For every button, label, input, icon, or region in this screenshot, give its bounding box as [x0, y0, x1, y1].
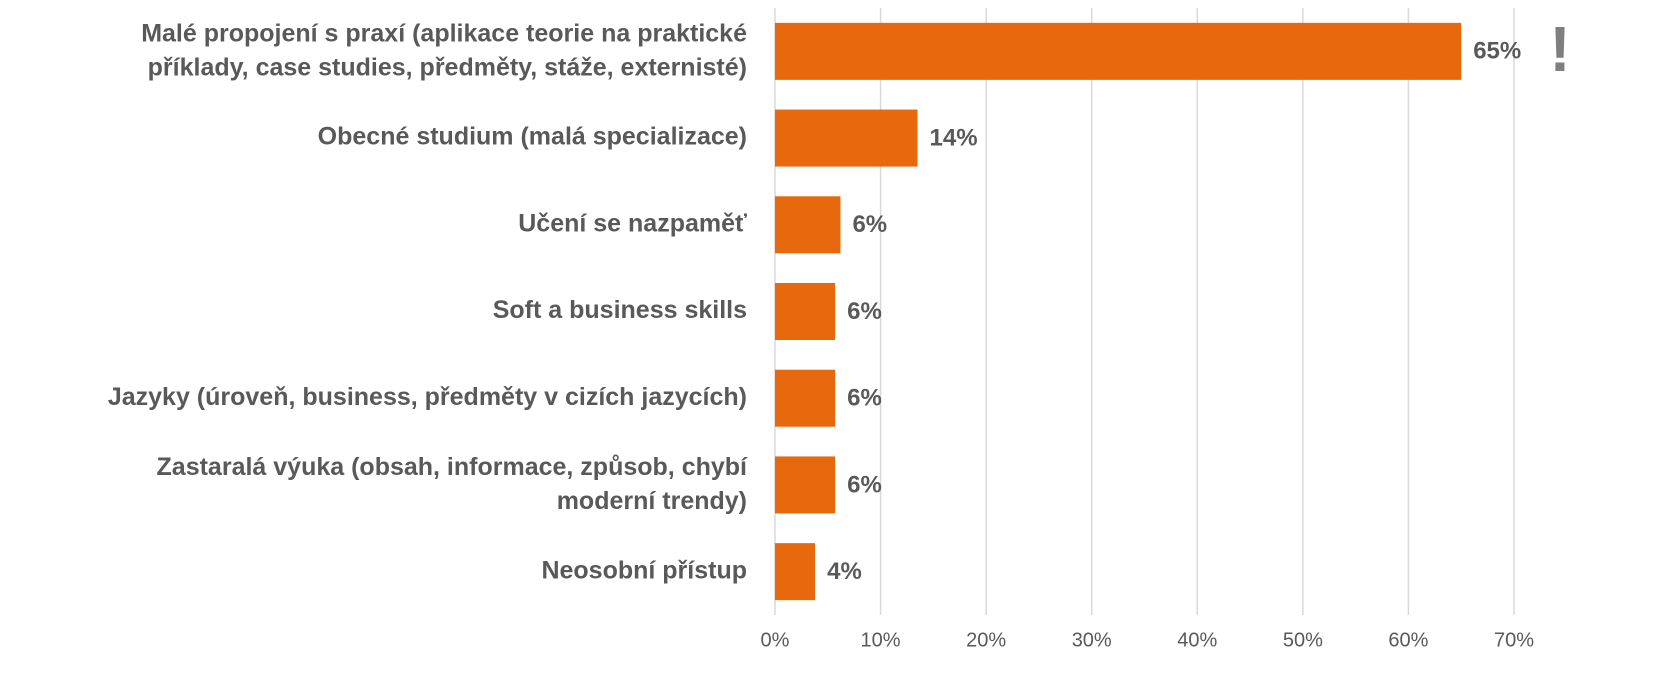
bar — [775, 543, 816, 601]
x-tick-label: 0% — [761, 629, 790, 651]
x-tick-label: 20% — [966, 629, 1006, 651]
bar — [775, 22, 1462, 80]
x-tick-label: 10% — [861, 629, 901, 651]
annotation: ! — [1549, 13, 1570, 85]
category-label: Jazyky (úroveň, business, předměty v ciz… — [108, 383, 747, 411]
value-label: 6% — [847, 471, 882, 498]
category-label: Zastaralá výuka (obsah, informace, způso… — [157, 453, 749, 515]
bar — [775, 109, 918, 167]
x-tick-label: 40% — [1177, 629, 1217, 651]
value-label: 6% — [852, 211, 887, 238]
value-label: 4% — [827, 558, 862, 585]
category-label: Neosobní přístup — [541, 556, 747, 584]
x-tick-label: 60% — [1388, 629, 1428, 651]
value-label: 6% — [847, 385, 882, 412]
bar — [775, 196, 841, 254]
category-label: Malé propojení s praxí (aplikace teorie … — [141, 19, 747, 81]
value-label: 6% — [847, 298, 882, 325]
x-tick-label: 30% — [1072, 629, 1112, 651]
category-label: Učení se nazpaměť — [518, 209, 747, 237]
x-tick-label: 70% — [1494, 629, 1534, 651]
category-label: Soft a business skills — [493, 296, 747, 324]
value-label: 65% — [1473, 38, 1521, 65]
bar — [775, 456, 836, 514]
category-label: Obecné studium (malá specializace) — [318, 123, 747, 151]
bar — [775, 283, 836, 340]
x-tick-label: 50% — [1283, 629, 1323, 651]
bar — [775, 369, 836, 427]
value-label: 14% — [930, 124, 978, 151]
